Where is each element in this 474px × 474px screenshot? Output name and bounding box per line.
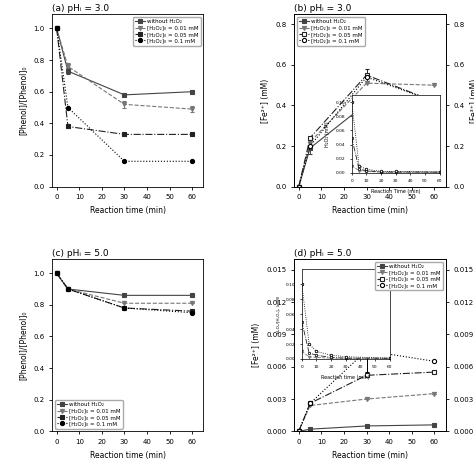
Legend: without H₂O₂, [H₂O₂]₀ = 0.01 mM, [H₂O₂]₀ = 0.05 mM, [H₂O₂]₀ = 0.1 mM: without H₂O₂, [H₂O₂]₀ = 0.01 mM, [H₂O₂]₀…: [133, 17, 201, 46]
Legend: without H₂O₂, [H₂O₂]₀ = 0.01 mM, [H₂O₂]₀ = 0.05 mM, [H₂O₂]₀ = 0.1 mM: without H₂O₂, [H₂O₂]₀ = 0.01 mM, [H₂O₂]₀…: [55, 400, 122, 428]
Text: (a) pHᵢ = 3.0: (a) pHᵢ = 3.0: [52, 4, 109, 13]
X-axis label: Reaction time (min): Reaction time (min): [90, 206, 166, 215]
Text: (b) pHᵢ = 3.0: (b) pHᵢ = 3.0: [294, 4, 352, 13]
Legend: without H₂O₂, [H₂O₂]₀ = 0.01 mM, [H₂O₂]₀ = 0.05 mM, [H₂O₂]₀ = 0.1 mM: without H₂O₂, [H₂O₂]₀ = 0.01 mM, [H₂O₂]₀…: [375, 262, 443, 291]
Y-axis label: [Fe²⁺] (mM): [Fe²⁺] (mM): [261, 78, 270, 122]
Y-axis label: [Fe²⁺] (mM): [Fe²⁺] (mM): [252, 323, 261, 367]
Y-axis label: [Phenol]/[Phenol]₀: [Phenol]/[Phenol]₀: [18, 66, 27, 135]
Text: (c) pHᵢ = 5.0: (c) pHᵢ = 5.0: [52, 249, 109, 258]
X-axis label: Reaction time (min): Reaction time (min): [332, 206, 408, 215]
Legend: without H₂O₂, [H₂O₂]₀ = 0.01 mM, [H₂O₂]₀ = 0.05 mM, [H₂O₂]₀ = 0.1 mM: without H₂O₂, [H₂O₂]₀ = 0.01 mM, [H₂O₂]₀…: [297, 17, 365, 46]
Y-axis label: [Phenol]/[Phenol]₀: [Phenol]/[Phenol]₀: [18, 310, 27, 380]
Text: (d) pHᵢ = 5.0: (d) pHᵢ = 5.0: [294, 249, 352, 258]
X-axis label: Reaction time (min): Reaction time (min): [332, 450, 408, 459]
Y-axis label: [Fe³⁺] (mM): [Fe³⁺] (mM): [470, 78, 474, 122]
X-axis label: Reaction time (min): Reaction time (min): [90, 450, 166, 459]
